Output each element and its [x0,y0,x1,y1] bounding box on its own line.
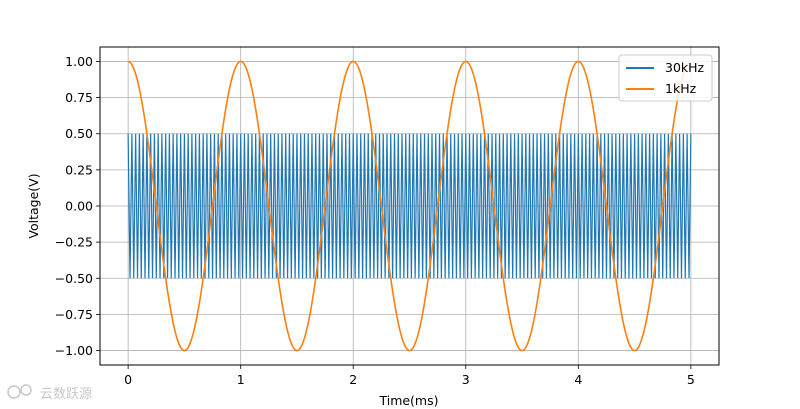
y-axis-label: Voltage(V) [26,173,41,238]
watermark: 云数跃源 [7,384,92,402]
legend-label-1khz: 1kHz [665,81,697,96]
y-tick-label: −1.00 [55,343,93,358]
y-tick-label: 1.00 [65,54,93,69]
y-tick-label: −0.75 [55,307,93,322]
y-tick-label: 0.25 [65,162,93,177]
watermark-text: 云数跃源 [40,387,92,402]
watermark-logo-icon-2 [20,384,32,396]
x-tick-label: 4 [574,372,582,387]
x-tick-label: 2 [349,372,357,387]
y-tick-label: −0.25 [55,235,93,250]
legend-label-30khz: 30kHz [665,60,705,75]
x-tick-label: 5 [687,372,695,387]
y-tick-label: 0.00 [65,199,93,214]
y-tick-label: 0.50 [65,126,93,141]
series-1khz [127,60,692,352]
line-1khz [127,60,692,352]
x-tick-label: 1 [237,372,245,387]
watermark-logo-icon [7,385,21,399]
legend: 30kHz 1kHz [618,54,713,102]
x-tick-label: 0 [124,372,132,387]
y-tick-label: −0.50 [55,271,93,286]
x-tick-label: 3 [462,372,470,387]
x-axis-label: Time(ms) [378,393,438,408]
y-tick-label: 0.75 [65,90,93,105]
y-axis-ticks: 1.00 0.75 0.50 0.25 0.00 −0.25 −0.50 −0.75 −1.00 [55,54,100,358]
x-axis-ticks: 0 1 2 3 4 5 [124,365,695,387]
